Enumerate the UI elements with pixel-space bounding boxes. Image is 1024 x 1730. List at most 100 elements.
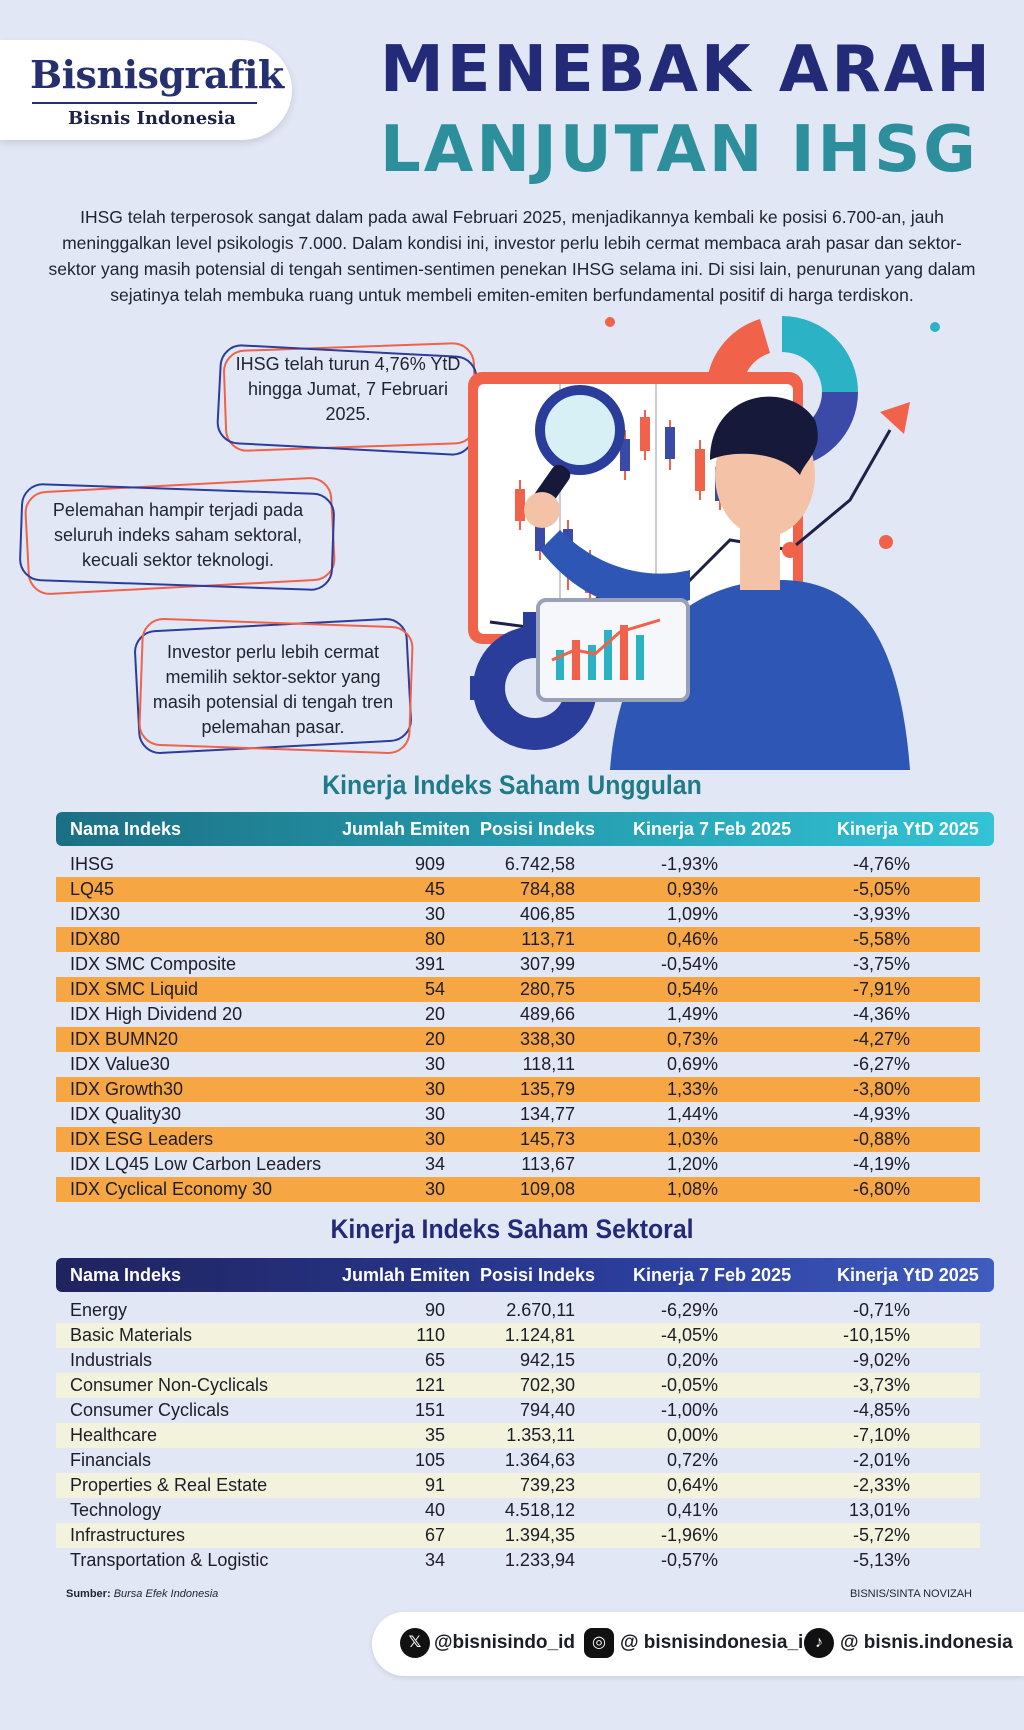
table-row: IDX SMC Composite 391 307,99 -0,54% -3,75% <box>56 952 980 977</box>
table-row: Technology 40 4.518,12 0,41% 13,01% <box>56 1498 980 1523</box>
cell-jumlah-emiten: 20 <box>424 1029 445 1049</box>
cell-posisi-indeks: 109,08 <box>519 1179 575 1199</box>
table-row: LQ45 45 784,88 0,93% -5,05% <box>56 877 980 902</box>
cell-jumlah-emiten: 30 <box>424 1179 445 1199</box>
cell-nama-indeks: IDX Growth30 <box>70 1079 184 1099</box>
header-jumlah-emiten: Jumlah Emiten <box>342 1265 471 1285</box>
cell-nama-indeks: Financials <box>70 1450 152 1470</box>
cell-kinerja-7feb: -1,93% <box>660 854 718 874</box>
cell-jumlah-emiten: 30 <box>424 904 445 924</box>
table-row: IDX Cyclical Economy 30 30 109,08 1,08% -6,8… <box>56 1177 980 1202</box>
brand-logo: Bisnisgrafik Bisnis Indonesia <box>0 40 292 140</box>
social-handle-tiktok[interactable]: @ bisnis.indonesia <box>840 1632 1013 1653</box>
cell-posisi-indeks: 942,15 <box>519 1350 575 1370</box>
social-handle-x[interactable]: @bisnisindo_id <box>434 1632 575 1653</box>
cell-nama-indeks: Technology <box>70 1500 162 1520</box>
cell-nama-indeks: IDX80 <box>70 929 121 949</box>
cell-kinerja-ytd: -5,13% <box>852 1550 910 1570</box>
table-row: Consumer Cyclicals 151 794,40 -1,00% -4,85% <box>56 1398 980 1423</box>
cell-posisi-indeks: 784,88 <box>519 879 575 899</box>
cell-kinerja-7feb: 0,46% <box>666 929 718 949</box>
table1-title: Kinerja Indeks Saham Unggulan <box>322 770 702 800</box>
x-icon[interactable]: 𝕏 <box>400 1628 430 1658</box>
cell-posisi-indeks: 113,71 <box>521 929 575 949</box>
table-row: Infrastructures 67 1.394,35 -1,96% -5,72% <box>56 1523 980 1548</box>
cell-posisi-indeks: 489,66 <box>519 1004 575 1024</box>
cell-jumlah-emiten: 909 <box>414 854 445 874</box>
cell-posisi-indeks: 145,73 <box>519 1129 575 1149</box>
table-row: Industrials 65 942,15 0,20% -9,02% <box>56 1348 980 1373</box>
source-label: Sumber: <box>66 1588 111 1600</box>
cell-kinerja-ytd: -4,93% <box>852 1104 910 1124</box>
cell-nama-indeks: IDX BUMN20 <box>70 1029 179 1049</box>
cell-posisi-indeks: 4.518,12 <box>504 1500 575 1520</box>
cell-nama-indeks: IDX ESG Leaders <box>70 1129 214 1149</box>
callout-2: Pelemahan hampir terjadi pada seluruh in… <box>18 476 337 596</box>
instagram-icon[interactable]: ◎ <box>584 1628 614 1658</box>
cell-kinerja-7feb: -0,57% <box>660 1550 718 1570</box>
cell-nama-indeks: Transportation & Logistic <box>70 1550 269 1570</box>
header-kinerja-ytd: Kinerja YtD 2025 <box>837 1265 979 1285</box>
cell-jumlah-emiten: 30 <box>424 1054 445 1074</box>
cell-jumlah-emiten: 391 <box>414 954 445 974</box>
cell-kinerja-7feb: -4,05% <box>660 1325 718 1345</box>
cell-kinerja-7feb: -1,96% <box>660 1525 718 1545</box>
laptop-icon <box>536 598 690 702</box>
table-row: IDX30 30 406,85 1,09% -3,93% <box>56 902 980 927</box>
cell-kinerja-ytd: -0,71% <box>852 1300 910 1320</box>
cell-nama-indeks: Industrials <box>70 1350 153 1370</box>
table-row: Energy 90 2.670,11 -6,29% -0,71% <box>56 1298 980 1323</box>
cell-kinerja-ytd: -4,27% <box>852 1029 910 1049</box>
page-title-line1: MENEBAK ARAH <box>380 33 993 107</box>
header-jumlah-emiten: Jumlah Emiten <box>342 819 471 839</box>
table-row: IDX LQ45 Low Carbon Leaders 34 113,67 1,20%… <box>56 1152 980 1177</box>
table1-header: Nama Indeks Jumlah Emiten Posisi Indeks … <box>56 812 994 846</box>
callout-3: Investor perlu lebih cermat memilih sekt… <box>132 616 415 756</box>
hero-illustration <box>468 316 940 770</box>
cell-nama-indeks: Infrastructures <box>70 1525 186 1545</box>
cell-nama-indeks: Consumer Non-Cyclicals <box>70 1375 269 1395</box>
cell-kinerja-7feb: -1,00% <box>660 1400 718 1420</box>
cell-kinerja-7feb: 0,00% <box>666 1425 718 1445</box>
table2-body: Energy 90 2.670,11 -6,29% -0,71% Basic Materi… <box>56 1298 980 1573</box>
cell-kinerja-7feb: 0,72% <box>666 1450 718 1470</box>
cell-kinerja-ytd: -2,33% <box>852 1475 910 1495</box>
cell-jumlah-emiten: 105 <box>414 1450 445 1470</box>
cell-jumlah-emiten: 40 <box>424 1500 445 1520</box>
cell-kinerja-ytd: -4,76% <box>852 854 910 874</box>
cell-kinerja-7feb: 0,93% <box>666 879 718 899</box>
social-handle-instagram[interactable]: @ bisnisindonesia_id <box>620 1632 815 1653</box>
cell-kinerja-ytd: 13,01% <box>848 1500 910 1520</box>
source-value: Bursa Efek Indonesia <box>113 1588 219 1600</box>
cell-nama-indeks: LQ45 <box>70 879 115 899</box>
table-row: Healthcare 35 1.353,11 0,00% -7,10% <box>56 1423 980 1448</box>
cell-kinerja-ytd: -6,27% <box>852 1054 910 1074</box>
cell-nama-indeks: IDX LQ45 Low Carbon Leaders <box>70 1154 322 1174</box>
cell-posisi-indeks: 1.233,94 <box>504 1550 575 1570</box>
table2-title: Kinerja Indeks Saham Sektoral <box>330 1214 694 1244</box>
cell-jumlah-emiten: 121 <box>414 1375 445 1395</box>
cell-nama-indeks: IDX Cyclical Economy 30 <box>70 1179 273 1199</box>
source-note: Sumber: Bursa Efek Indonesia <box>66 1588 218 1600</box>
credit-note: BISNIS/SINTA NOVIZAH <box>849 1588 972 1600</box>
cell-jumlah-emiten: 91 <box>424 1475 445 1495</box>
table-row: IHSG 909 6.742,58 -1,93% -4,76% <box>56 852 980 877</box>
cell-jumlah-emiten: 30 <box>424 1079 445 1099</box>
cell-kinerja-7feb: -6,29% <box>660 1300 718 1320</box>
cell-kinerja-7feb: 1,44% <box>666 1104 718 1124</box>
cell-posisi-indeks: 280,75 <box>519 979 575 999</box>
cell-jumlah-emiten: 67 <box>424 1525 445 1545</box>
cell-nama-indeks: IDX Value30 <box>70 1054 170 1074</box>
tiktok-icon[interactable]: ♪ <box>804 1628 834 1658</box>
page-title-line2: LANJUTAN IHSG <box>380 113 979 187</box>
cell-kinerja-7feb: 1,20% <box>666 1154 718 1174</box>
table-row: Consumer Non-Cyclicals 121 702,30 -0,05% -3,… <box>56 1373 980 1398</box>
cell-kinerja-ytd: -3,75% <box>852 954 910 974</box>
cell-jumlah-emiten: 35 <box>424 1425 445 1445</box>
cell-posisi-indeks: 702,30 <box>519 1375 575 1395</box>
cell-jumlah-emiten: 20 <box>424 1004 445 1024</box>
cell-kinerja-7feb: 1,08% <box>666 1179 718 1199</box>
header-posisi-indeks: Posisi Indeks <box>480 1265 596 1285</box>
cell-nama-indeks: IDX30 <box>70 904 121 924</box>
cell-posisi-indeks: 1.353,11 <box>506 1425 575 1445</box>
